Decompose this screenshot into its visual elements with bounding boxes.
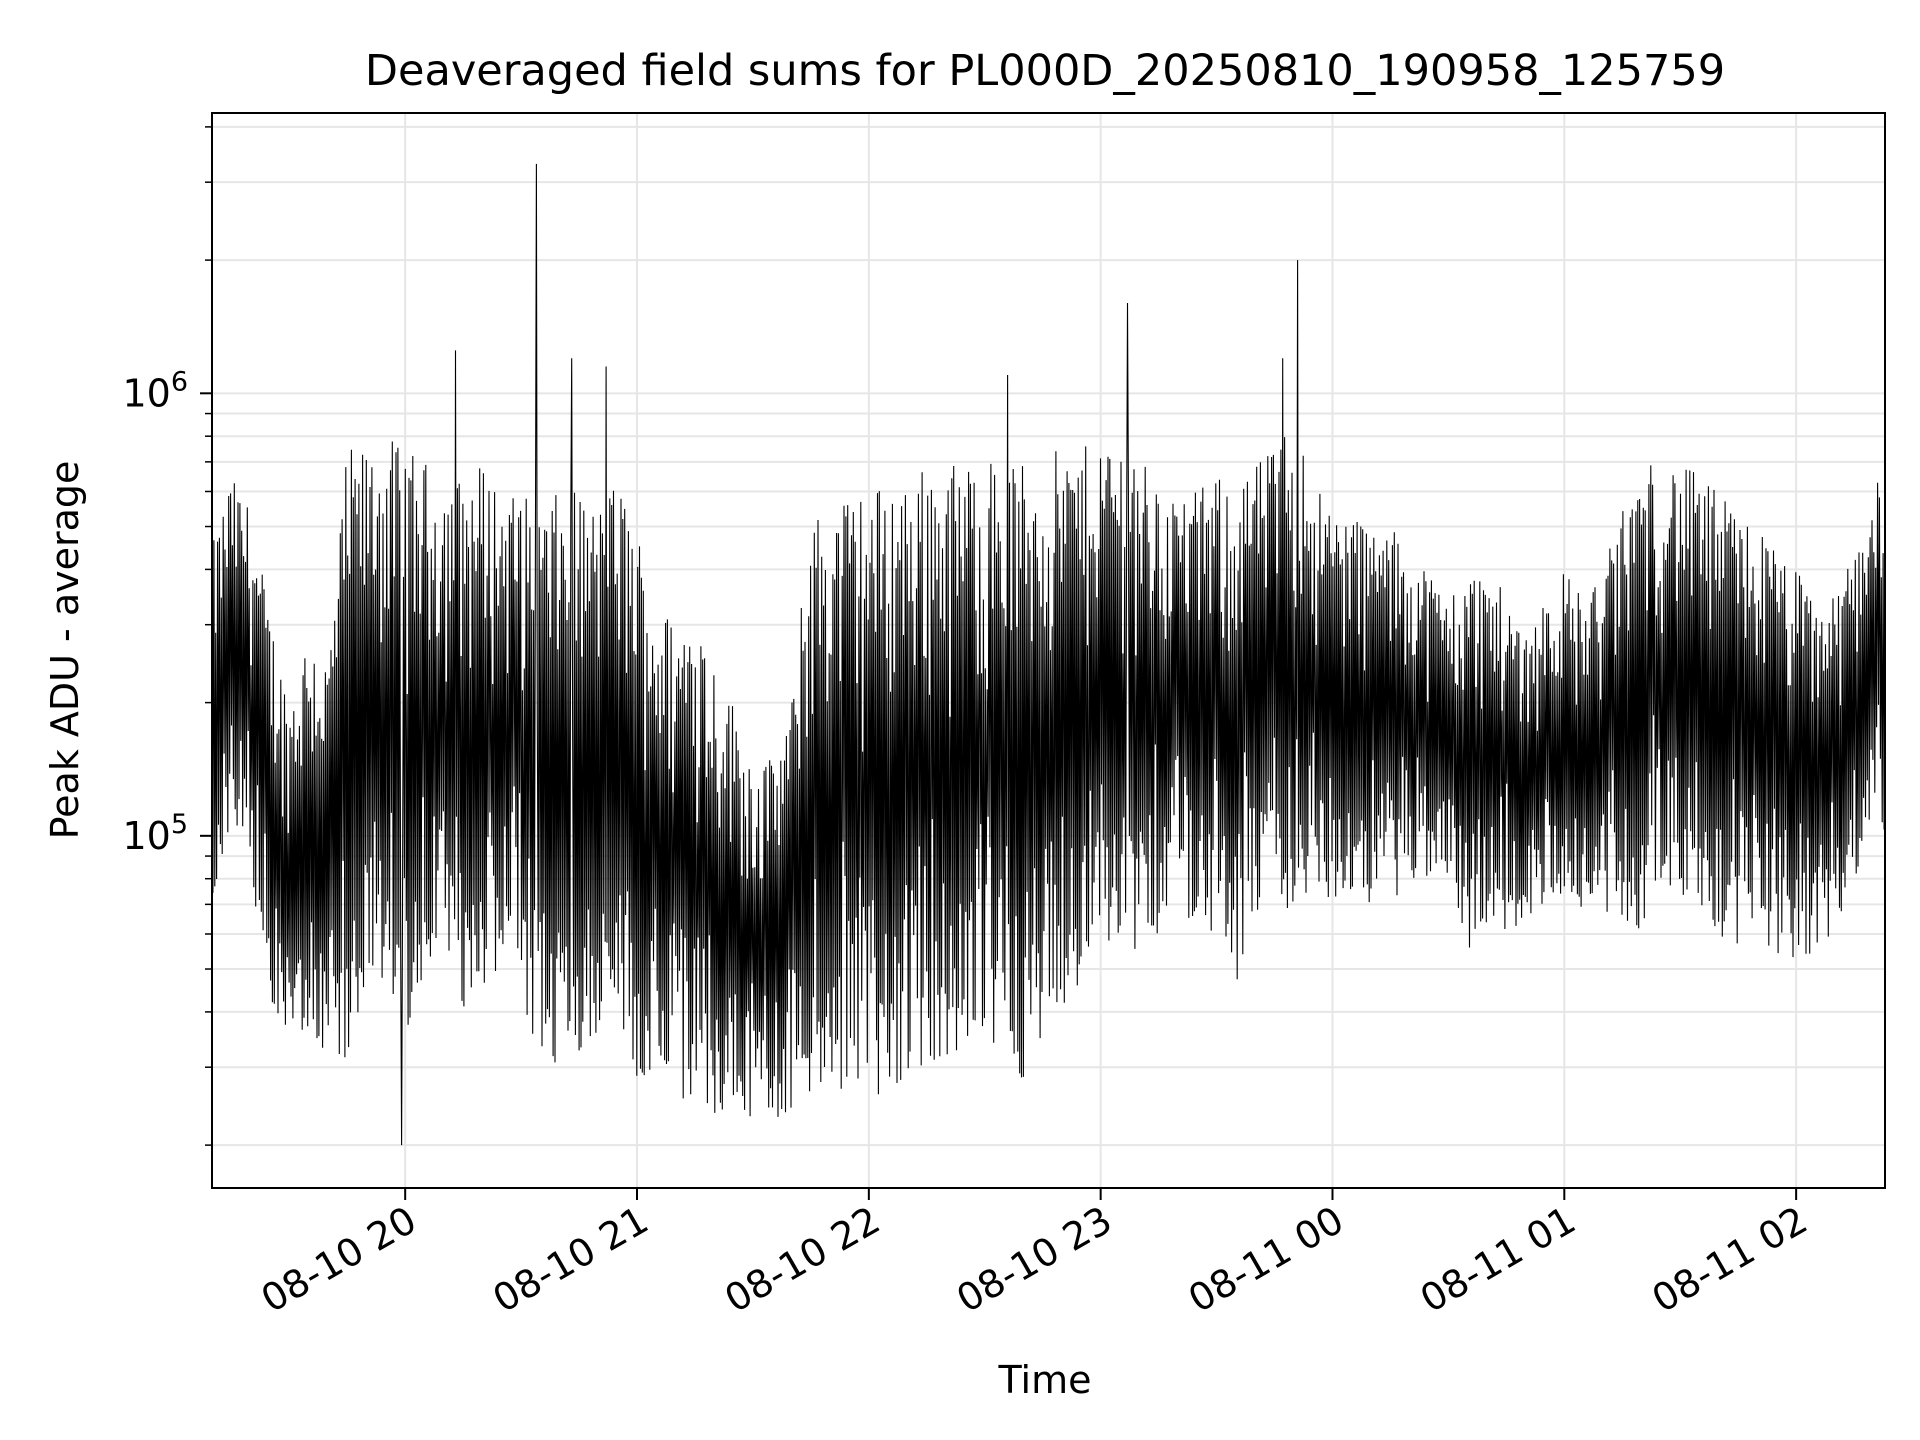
y-tick-label: 105 xyxy=(122,809,188,858)
y-tick-exponent: 5 xyxy=(171,809,188,840)
data-series xyxy=(211,163,1886,1146)
y-tick-exponent: 6 xyxy=(171,366,188,397)
x-axis-label: Time xyxy=(998,1358,1092,1402)
y-tick-label: 106 xyxy=(122,366,188,415)
y-tick-base: 10 xyxy=(122,814,170,858)
series-line xyxy=(211,163,1886,1146)
plot-frame xyxy=(211,112,1886,1189)
y-tick-base: 10 xyxy=(122,371,170,415)
y-axis-label: Peak ADU - average xyxy=(43,461,87,840)
chart-title: Deaveraged field sums for PL000D_2025081… xyxy=(365,46,1725,96)
